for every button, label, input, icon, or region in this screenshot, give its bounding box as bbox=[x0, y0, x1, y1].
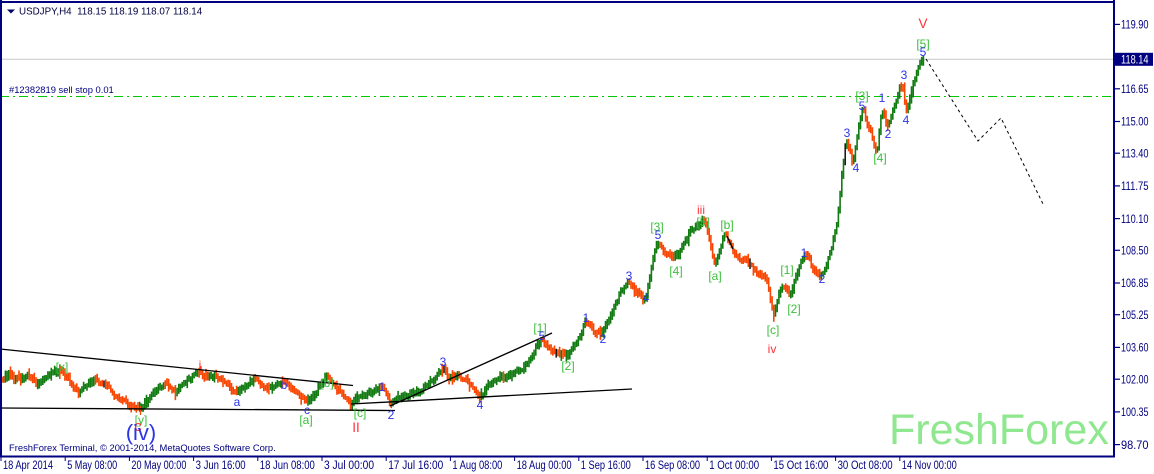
svg-text:FreshForex: FreshForex bbox=[889, 406, 1109, 454]
svg-text:110.10: 110.10 bbox=[1121, 214, 1149, 226]
svg-text:115.00: 115.00 bbox=[1121, 117, 1149, 129]
svg-text:2: 2 bbox=[819, 272, 826, 286]
svg-text:[3]: [3] bbox=[650, 220, 663, 234]
svg-text:5 May 08:00: 5 May 08:00 bbox=[67, 460, 117, 472]
svg-text:103.60: 103.60 bbox=[1121, 343, 1149, 355]
svg-text:1 Sep 16:00: 1 Sep 16:00 bbox=[581, 460, 631, 472]
svg-text:119.90: 119.90 bbox=[1121, 20, 1149, 32]
svg-text:a: a bbox=[234, 395, 241, 409]
svg-text:2: 2 bbox=[885, 127, 892, 141]
svg-text:4: 4 bbox=[477, 398, 484, 412]
svg-text:FreshForex Terminal, © 2001-20: FreshForex Terminal, © 2001-2014, MetaQu… bbox=[9, 442, 276, 453]
svg-text:98.70: 98.70 bbox=[1121, 440, 1149, 452]
svg-text:[c]: [c] bbox=[767, 323, 780, 337]
svg-text:113.40: 113.40 bbox=[1121, 148, 1149, 160]
svg-text:[2]: [2] bbox=[561, 359, 574, 373]
svg-text:[4]: [4] bbox=[669, 264, 682, 278]
svg-text:[4]: [4] bbox=[873, 151, 886, 165]
svg-text:1 Oct 00:00: 1 Oct 00:00 bbox=[709, 460, 759, 472]
svg-text:18 Aug 00:00: 18 Aug 00:00 bbox=[517, 460, 572, 472]
svg-text:2: 2 bbox=[388, 408, 395, 422]
svg-text:5: 5 bbox=[655, 228, 662, 242]
svg-text:16 Sep 08:00: 16 Sep 08:00 bbox=[645, 460, 700, 472]
svg-text:18 Apr 2014: 18 Apr 2014 bbox=[3, 460, 53, 472]
svg-text:iii: iii bbox=[697, 203, 705, 217]
svg-text:102.00: 102.00 bbox=[1121, 374, 1149, 386]
svg-text:14 Nov 00:00: 14 Nov 00:00 bbox=[902, 460, 957, 472]
svg-text:3: 3 bbox=[844, 126, 851, 140]
svg-text:[1]: [1] bbox=[780, 263, 793, 277]
svg-text:#12382819 sell stop 0.01: #12382819 sell stop 0.01 bbox=[9, 84, 114, 95]
svg-text:20 May 00:00: 20 May 00:00 bbox=[131, 460, 186, 472]
svg-text:[c]: [c] bbox=[354, 406, 367, 420]
svg-text:[3]: [3] bbox=[855, 89, 868, 103]
svg-text:[b]: [b] bbox=[720, 218, 733, 232]
svg-text:3: 3 bbox=[626, 269, 633, 283]
svg-text:1: 1 bbox=[379, 380, 386, 394]
svg-text:5: 5 bbox=[859, 99, 866, 113]
svg-text:II: II bbox=[352, 420, 360, 435]
svg-text:4: 4 bbox=[853, 161, 860, 175]
svg-text:USDJPY,H4 118.15 118.19 118.0: USDJPY,H4 118.15 118.19 118.07 118.14 bbox=[19, 7, 203, 18]
svg-text:[1]: [1] bbox=[533, 321, 546, 335]
svg-text:15 Oct 16:00: 15 Oct 16:00 bbox=[773, 460, 828, 472]
svg-text:[y]: [y] bbox=[135, 413, 148, 427]
svg-text:4: 4 bbox=[643, 291, 650, 305]
svg-text:[x]: [x] bbox=[56, 360, 69, 374]
svg-text:118.14: 118.14 bbox=[1121, 55, 1149, 67]
svg-text:17 Jul 16:00: 17 Jul 16:00 bbox=[388, 460, 443, 472]
svg-text:1: 1 bbox=[801, 246, 808, 260]
svg-text:3 Jul 00:00: 3 Jul 00:00 bbox=[324, 460, 374, 472]
svg-text:100.35: 100.35 bbox=[1121, 407, 1149, 419]
svg-text:i: i bbox=[199, 358, 202, 372]
svg-text:c: c bbox=[134, 418, 142, 435]
svg-text:(iv): (iv) bbox=[126, 420, 157, 445]
svg-text:b: b bbox=[281, 378, 288, 392]
svg-text:105.25: 105.25 bbox=[1121, 310, 1149, 322]
svg-text:[b]: [b] bbox=[320, 376, 333, 390]
svg-text:3 Jun 16:00: 3 Jun 16:00 bbox=[196, 460, 246, 472]
svg-text:c: c bbox=[304, 403, 310, 417]
svg-text:5: 5 bbox=[920, 45, 927, 59]
svg-text:5: 5 bbox=[539, 329, 546, 343]
svg-text:108.50: 108.50 bbox=[1121, 246, 1149, 258]
svg-text:[2]: [2] bbox=[787, 302, 800, 316]
svg-text:iv: iv bbox=[768, 342, 777, 356]
svg-text:[5]: [5] bbox=[696, 215, 709, 229]
svg-text:1 Aug 08:00: 1 Aug 08:00 bbox=[452, 460, 502, 472]
svg-text:111.75: 111.75 bbox=[1121, 181, 1149, 193]
svg-text:116.65: 116.65 bbox=[1121, 84, 1149, 96]
svg-text:1: 1 bbox=[879, 91, 886, 105]
svg-text:106.85: 106.85 bbox=[1121, 278, 1149, 290]
svg-text:2: 2 bbox=[600, 332, 607, 346]
svg-text:[a]: [a] bbox=[708, 269, 721, 283]
svg-text:[5]: [5] bbox=[916, 37, 929, 51]
svg-text:3: 3 bbox=[901, 68, 908, 82]
svg-text:[a]: [a] bbox=[299, 413, 312, 427]
svg-text:4: 4 bbox=[903, 113, 910, 127]
svg-text:1: 1 bbox=[583, 311, 590, 325]
svg-text:V: V bbox=[918, 16, 927, 31]
svg-text:3: 3 bbox=[440, 355, 447, 369]
svg-text:30 Oct 08:00: 30 Oct 08:00 bbox=[838, 460, 893, 472]
svg-text:18 Jun 08:00: 18 Jun 08:00 bbox=[260, 460, 315, 472]
